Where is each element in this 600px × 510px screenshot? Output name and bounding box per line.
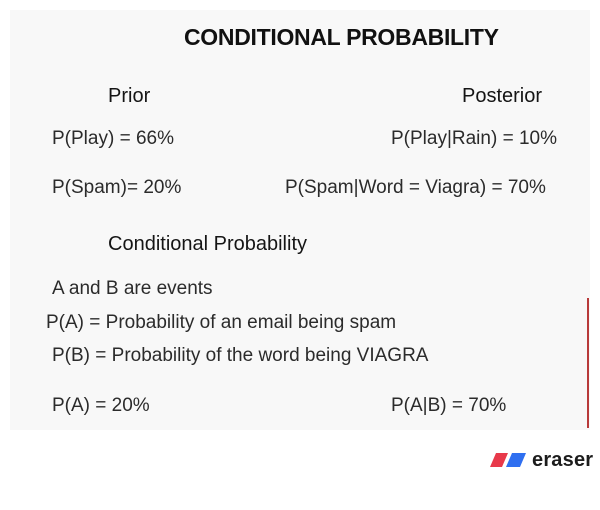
whiteboard-canvas	[10, 10, 590, 430]
eraser-logo-blue-shape	[506, 453, 526, 467]
eraser-brand: eraser	[490, 448, 593, 472]
prior-spam: P(Spam)= 20%	[52, 177, 182, 198]
pb-definition: P(B) = Probability of the word being VIA…	[52, 345, 429, 366]
events-line: A and B are events	[52, 278, 213, 299]
conditional-heading: Conditional Probability	[108, 233, 308, 255]
pab-value: P(A|B) = 70%	[391, 395, 507, 416]
page-title: CONDITIONAL PROBABILITY	[184, 24, 499, 50]
posterior-play-rain: P(Play|Rain) = 10%	[391, 128, 557, 149]
posterior-heading: Posterior	[462, 85, 543, 107]
prior-play: P(Play) = 66%	[52, 128, 174, 149]
pa-definition: P(A) = Probability of an email being spa…	[46, 312, 397, 333]
prior-heading: Prior	[108, 85, 151, 107]
pa-value: P(A) = 20%	[52, 395, 150, 416]
eraser-logo-icon	[490, 453, 526, 467]
posterior-spam-word: P(Spam|Word = Viagra) = 70%	[285, 177, 546, 198]
red-edge-line	[587, 298, 589, 428]
eraser-logo-red-shape	[490, 453, 508, 467]
eraser-brand-text: eraser	[532, 449, 594, 471]
